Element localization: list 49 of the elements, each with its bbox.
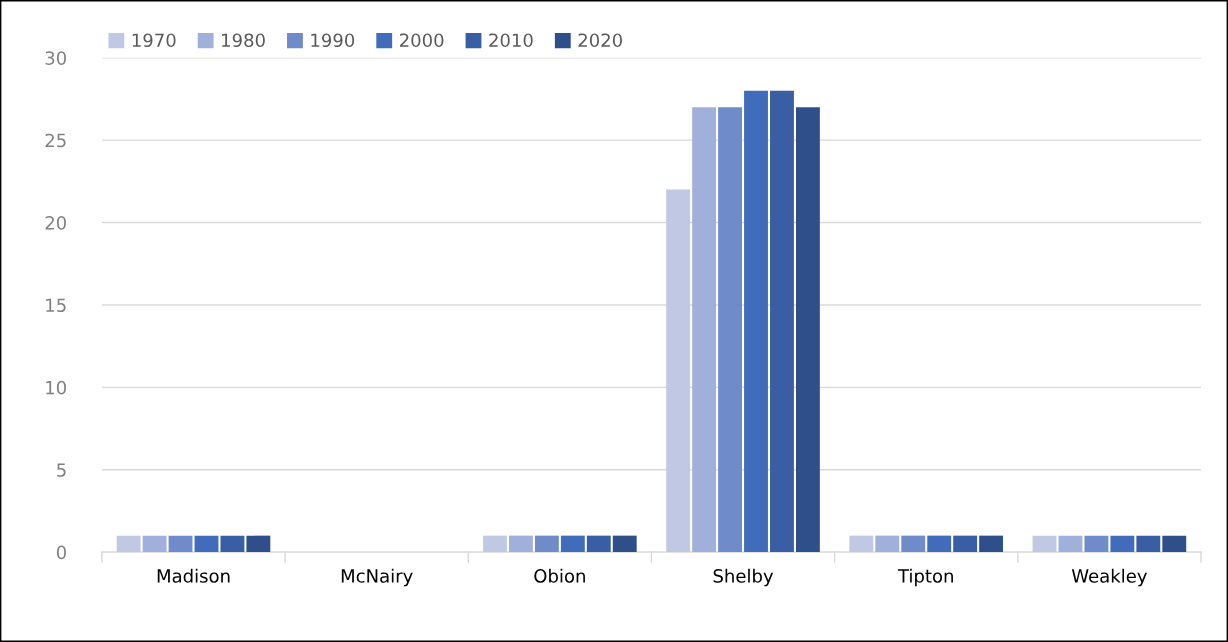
x-tick-label: Tipton <box>897 568 953 587</box>
bar <box>744 90 768 553</box>
bar <box>795 107 820 553</box>
bar <box>560 535 585 553</box>
x-tick-label: Shelby <box>713 568 774 587</box>
y-tick-label: 25 <box>45 133 66 148</box>
bar <box>220 535 245 553</box>
x-tick-label: Madison <box>157 568 230 583</box>
bar <box>1084 535 1109 553</box>
x-tick-label: Weakley <box>1071 568 1147 587</box>
y-tick-label: 10 <box>46 380 66 395</box>
bar <box>901 535 926 553</box>
bar <box>142 535 167 553</box>
legend-label: 2000 <box>399 33 444 48</box>
bar <box>666 189 691 553</box>
y-tick-label: 20 <box>45 216 66 230</box>
bar <box>116 535 141 553</box>
y-tick-label: 0 <box>56 545 66 560</box>
bar <box>770 90 794 553</box>
bar <box>1162 535 1187 553</box>
bar <box>953 535 978 553</box>
x-tick-label: McNairy <box>341 568 413 587</box>
bar <box>586 535 611 553</box>
y-tick-label: 15 <box>46 298 66 313</box>
bar <box>875 535 900 553</box>
bar <box>1110 535 1135 553</box>
bar <box>612 535 637 553</box>
legend-label: 1980 <box>222 33 265 48</box>
legend-label: 1990 <box>311 33 355 48</box>
bar <box>692 107 717 553</box>
bar <box>1032 535 1057 553</box>
x-tick-label: Obion <box>534 568 585 583</box>
bar <box>534 535 559 553</box>
bar <box>483 535 507 553</box>
bar <box>246 535 271 553</box>
legend-label: 2010 <box>489 33 533 48</box>
bar <box>1136 535 1161 553</box>
bar <box>849 535 874 553</box>
y-tick-label: 30 <box>45 51 66 65</box>
bar <box>718 107 742 553</box>
legend-label: 2020 <box>578 33 622 48</box>
legend-label: 1970 <box>132 33 176 48</box>
bar <box>927 535 952 553</box>
bar <box>1058 535 1083 553</box>
bar <box>168 535 193 553</box>
bar <box>979 535 1004 553</box>
bar <box>509 535 533 553</box>
bar <box>194 535 219 553</box>
y-tick-label: 5 <box>57 463 66 477</box>
